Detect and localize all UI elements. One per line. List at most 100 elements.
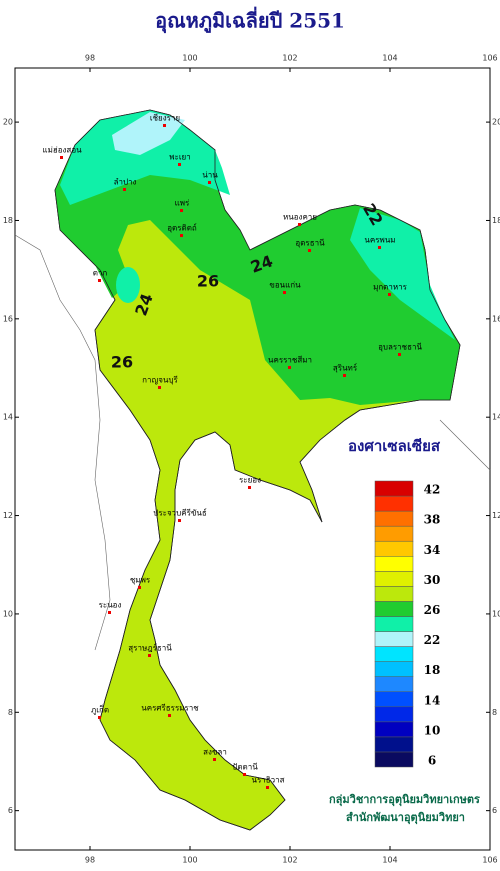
neighbour-borders <box>14 234 491 651</box>
station-dot <box>398 353 401 356</box>
station-dot <box>208 181 211 184</box>
y-tick-label: 12 <box>492 511 500 520</box>
place-label: อุบลราชธานี <box>378 343 422 352</box>
place-label: ระนอง <box>99 601 122 610</box>
station-dot <box>266 786 269 789</box>
station-dot <box>163 124 166 127</box>
place-label: ลำปาง <box>114 178 137 187</box>
place-label: ประจวบคีรีขันธ์ <box>153 508 207 518</box>
y-tick-label: 18 <box>3 216 13 225</box>
station-dot <box>298 223 301 226</box>
title: อุณหภูมิเฉลี่ยปี 2551 <box>155 6 345 35</box>
station-dot <box>283 291 286 294</box>
station-dot <box>98 716 101 719</box>
station-dot <box>158 386 161 389</box>
station-dot <box>308 249 311 252</box>
y-tick-label: 10 <box>3 609 13 618</box>
y-tick-label: 16 <box>3 314 13 323</box>
legend-label: 10 <box>424 723 441 737</box>
legend-label: 6 <box>428 754 436 768</box>
station-dot <box>248 486 251 489</box>
coast-outline <box>54 109 461 831</box>
place-label: น่าน <box>202 171 218 180</box>
station-dot <box>148 654 151 657</box>
credit-line: กลุ่มวิชาการอุตุนิยมวิทยาเกษตร <box>329 793 480 807</box>
place-label: อุดรธานี <box>295 239 325 248</box>
place-label: หนองคาย <box>283 213 317 222</box>
legend-swatch <box>374 601 414 617</box>
place-label: ปัตตานี <box>232 763 258 772</box>
x-tick-label: 100 <box>182 856 197 865</box>
x-tick-label: 102 <box>282 856 297 865</box>
x-tick-label: 98 <box>85 856 95 865</box>
y-tick-label: 18 <box>492 216 500 225</box>
station-dot <box>213 758 216 761</box>
legend-swatch <box>374 631 414 647</box>
legend-swatch <box>374 646 414 662</box>
zone-24-26 <box>55 110 460 405</box>
station-dot <box>108 611 111 614</box>
legend-label: 30 <box>424 573 441 587</box>
legend-swatch <box>374 540 414 557</box>
x-tick-label: 104 <box>382 856 397 865</box>
place-label: สุราษฎร์ธานี <box>128 643 172 653</box>
legend-label: 18 <box>424 663 441 677</box>
station-dot <box>168 714 171 717</box>
y-tick-label: 20 <box>3 118 13 127</box>
station-dot <box>98 279 101 282</box>
station-dot <box>180 209 183 212</box>
y-tick-label: 20 <box>492 118 500 127</box>
legend-label: 38 <box>424 513 441 527</box>
legend-swatch <box>374 676 414 692</box>
legend-label: 26 <box>424 603 441 617</box>
station-dot <box>138 586 141 589</box>
legend-swatch <box>374 480 414 497</box>
station-dot <box>123 188 126 191</box>
station-dot <box>180 234 183 237</box>
legend-title: องศาเซลเซียส <box>348 437 441 455</box>
y-tick-label: 14 <box>492 413 500 422</box>
station-dot <box>178 519 181 522</box>
y-tick-label: 6 <box>8 806 13 815</box>
place-label: ระยอง <box>239 476 261 485</box>
zone-20-22 <box>112 112 185 155</box>
y-tick-label: 14 <box>3 413 13 422</box>
zone-22-24-east <box>350 208 455 340</box>
place-label: นราธิวาส <box>251 776 284 785</box>
x-tick-label: 106 <box>482 856 497 865</box>
station-dot <box>288 366 291 369</box>
credit-line: สำนักพัฒนาอุตุนิยมวิทยา <box>346 811 465 825</box>
y-tick-label: 6 <box>492 806 497 815</box>
place-label: นครพนม <box>364 236 395 245</box>
place-label: แพร่ <box>175 199 190 208</box>
station-dot <box>378 246 381 249</box>
place-label: สงขลา <box>203 748 227 757</box>
legend-label: 34 <box>424 543 441 557</box>
zone-22-24 <box>60 110 230 205</box>
place-label: พะเยา <box>169 153 190 162</box>
x-tick-label: 100 <box>182 54 197 63</box>
contour-label: 26 <box>111 353 133 372</box>
station-dot <box>60 156 63 159</box>
legend-swatch <box>374 661 414 677</box>
place-label: ตาก <box>93 269 108 278</box>
x-tick-label: 106 <box>482 54 497 63</box>
legend-swatch <box>374 495 414 512</box>
place-label: แม่ฮ่องสอน <box>42 146 82 155</box>
legend-swatch <box>374 571 414 587</box>
contour-label: 26 <box>197 272 219 291</box>
legend-swatch <box>374 751 414 768</box>
place-label: เชียงราย <box>150 114 180 123</box>
y-tick-label: 12 <box>3 511 13 520</box>
legend-label: 14 <box>424 693 441 707</box>
legend-swatch <box>374 586 414 602</box>
station-dot <box>243 773 246 776</box>
place-label: มุกดาหาร <box>373 283 408 292</box>
y-tick-label: 8 <box>492 708 497 717</box>
place-label: นครราชสีมา <box>268 356 312 365</box>
x-tick-label: 104 <box>382 54 397 63</box>
legend-swatch <box>374 556 414 572</box>
place-label: ภูเก็ต <box>91 705 109 716</box>
